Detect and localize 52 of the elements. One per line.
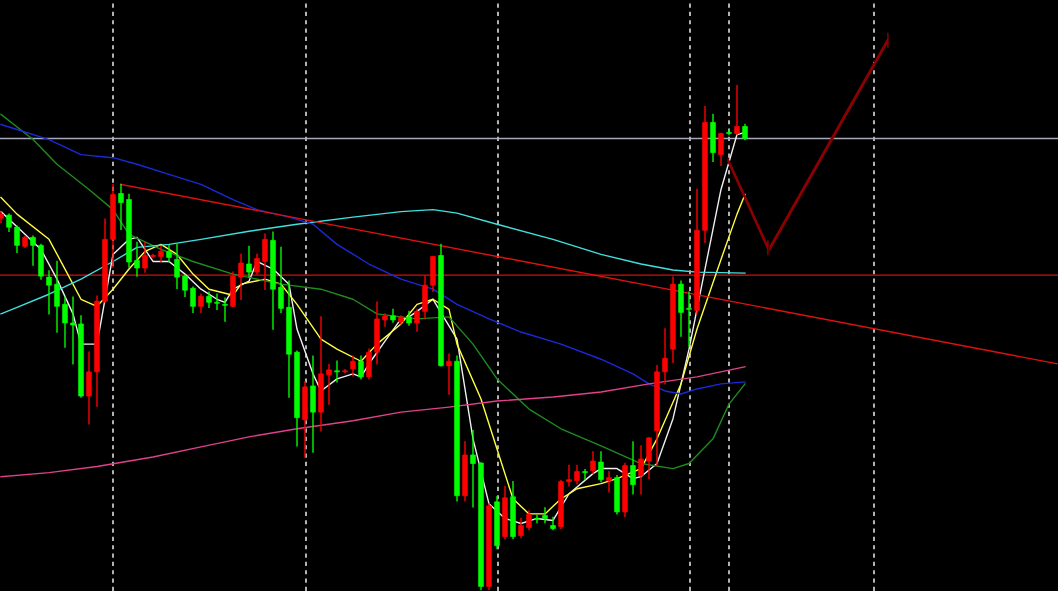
candlestick — [142, 241, 148, 273]
candlestick — [526, 510, 532, 531]
candlestick — [278, 246, 284, 314]
candlestick — [158, 245, 164, 263]
candlestick — [30, 235, 36, 266]
candlestick — [326, 364, 332, 405]
candlestick — [550, 516, 556, 531]
candlestick — [734, 84, 740, 136]
candlestick — [566, 464, 572, 487]
candlestick — [238, 253, 244, 300]
candlestick — [574, 464, 580, 485]
candlestick — [518, 517, 524, 539]
candlestick — [134, 241, 140, 277]
candlestick — [150, 253, 156, 259]
candlestick — [590, 451, 596, 475]
candlestick — [350, 355, 356, 377]
candlestick — [46, 270, 52, 315]
candlestick — [446, 353, 452, 395]
candlestick — [190, 286, 196, 314]
candlestick — [198, 293, 204, 314]
candlestick — [14, 225, 20, 254]
candlestick — [54, 260, 60, 333]
candlestick — [542, 507, 548, 524]
candlestick — [606, 470, 612, 493]
candlestick — [246, 245, 252, 278]
candlestick — [70, 296, 76, 365]
candlestick — [630, 441, 636, 495]
candlestick — [598, 451, 604, 483]
candlestick — [382, 313, 388, 327]
candlestick — [254, 253, 260, 275]
candlestick — [358, 355, 364, 380]
candlestick — [726, 129, 732, 136]
candlestick — [662, 328, 668, 385]
candlestick — [182, 274, 188, 297]
candlestick — [118, 183, 124, 230]
candlestick — [638, 445, 644, 495]
candlestick — [534, 514, 540, 524]
candlestick — [342, 369, 348, 374]
candlestick — [686, 291, 692, 347]
candlestick — [214, 293, 220, 311]
candlestick — [470, 430, 476, 508]
candlestick — [718, 132, 724, 166]
candlestick — [262, 233, 268, 290]
candlestick — [390, 308, 396, 323]
candlestick — [582, 468, 588, 481]
candlestick — [174, 243, 180, 289]
candlestick — [414, 308, 420, 332]
candlestick — [222, 297, 228, 322]
candlestick — [62, 296, 68, 348]
candlestick — [646, 437, 652, 480]
candlestick — [334, 360, 340, 383]
candlestick — [166, 244, 172, 263]
